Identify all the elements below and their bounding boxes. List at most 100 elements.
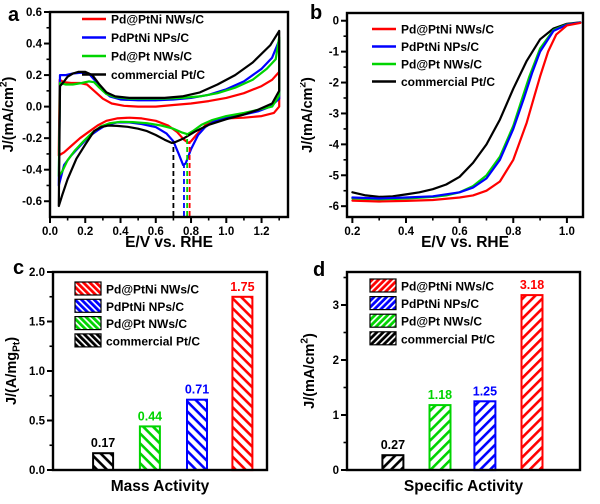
panel-d-chart: 0.27 1.18 1.25 3.18 0 1 2 3 Specific Activity J/(…	[300, 270, 582, 495]
panel-d: d 0.27 1.18 1.25 3.18 0 1 2 3 Specific Activity J…	[300, 252, 600, 504]
y-tick-label: -2	[329, 78, 339, 90]
bar	[186, 398, 208, 471]
x-axis-title: E/V vs. RHE	[421, 234, 509, 251]
x-tick-label: 0.8	[183, 226, 200, 238]
legend-label: PdPtNi NPs/C	[401, 40, 479, 54]
y-tick-label: -3	[329, 108, 339, 120]
x-axis-title: Mass Activity	[111, 478, 210, 495]
bar	[231, 295, 254, 472]
y-tick-label: 3	[333, 300, 339, 312]
panel-a-letter: a	[8, 4, 20, 26]
y-tick-label: 0.0	[26, 102, 42, 114]
legend-label: PdPtNi NPs/C	[106, 300, 184, 314]
y-tick-label: -4	[329, 139, 340, 151]
legend-label: commercial Pt/C	[401, 75, 495, 89]
y-tick-label: 1.0	[29, 366, 45, 378]
bar-value-label: 1.18	[428, 388, 452, 402]
y-axis-title: J/(mA/cm2)	[300, 333, 318, 409]
bar-value-label: 1.75	[230, 280, 254, 294]
legend-label: PdPtNi NPs/C	[111, 31, 189, 45]
panel-b-chart: 0.2 0.4 0.6 0.8 1.0 0 -1 -2 -3 -4 -5 -6 E/V vs. RHE J…	[300, 11, 585, 251]
x-tick-label: 1.2	[254, 226, 270, 238]
y-tick-label: 1	[333, 410, 340, 422]
legend-hatch-swatch	[369, 331, 397, 346]
x-tick-label: 0.8	[505, 226, 522, 238]
legend-hatch-swatch	[74, 298, 102, 313]
legend-label: Pd@PtNi NWs/C	[111, 13, 204, 27]
series-pd-ptni-nws-c	[57, 70, 281, 157]
x-tick-label: 1.0	[559, 226, 575, 238]
axis-box	[48, 10, 290, 219]
y-tick-label: 2	[333, 355, 339, 367]
x-tick-label: 1.0	[218, 226, 234, 238]
panel-a-chart: 0.0 0.2 0.4 0.6 0.8 1.0 1.2 -0.6 -0.4 -0.2 0.0 0.2 0…	[0, 7, 290, 251]
panel-c-letter: c	[13, 257, 25, 279]
y-tick-label: 0	[333, 16, 339, 28]
series-pd-pt-nws-c	[57, 36, 281, 178]
series-pdptni-nps-c	[351, 21, 582, 200]
y-tick-label: -0.4	[22, 165, 42, 177]
x-tick-label: 0.4	[113, 226, 130, 238]
y-tick-label: 0.5	[29, 416, 46, 428]
panel-d-letter: d	[313, 259, 326, 281]
y-tick-label: 0.2	[26, 70, 42, 82]
y-tick-label: 0.6	[26, 7, 42, 19]
legend-label: commercial Pt/C	[106, 334, 200, 348]
x-tick-label: 0.2	[344, 226, 360, 238]
legend-hatch-swatch	[74, 315, 102, 331]
panel-b: b 0.2 0.4 0.6 0.8 1.0 0 -1 -2 -3 -4 -5 -6 E/V vs. RH…	[300, 0, 600, 252]
x-axis-title: Specific Activity	[404, 478, 524, 495]
bar-value-label: 0.44	[138, 409, 162, 423]
legend-label: Pd@Pt NWs/C	[111, 50, 192, 64]
y-tick-label: -0.2	[22, 133, 42, 145]
y-tick-label: 1.5	[29, 317, 46, 329]
bar	[92, 452, 115, 471]
legend-label: commercial Pt/C	[111, 68, 205, 82]
bar-value-label: 0.17	[91, 436, 115, 450]
bar-value-label: 1.25	[473, 384, 497, 398]
y-tick-label: -6	[329, 201, 339, 213]
x-axis-title: E/V vs. RHE	[125, 234, 213, 251]
y-tick-label: -1	[329, 47, 340, 59]
x-tick-label: 0.6	[148, 226, 164, 238]
legend-label: Pd@PtNi NWs/C	[106, 283, 199, 297]
bar	[428, 404, 452, 472]
series-commercial-pt-c	[351, 21, 582, 198]
bar-value-label: 0.71	[185, 383, 209, 397]
legend-label: Pd@Pt NWs/C	[106, 317, 187, 331]
legend-label: Pd@PtNi NWs/C	[401, 280, 494, 294]
axis-box	[345, 270, 582, 472]
axis-box	[345, 11, 585, 219]
panel-c: c 0.17 0.44 0.71 1.75 0.0 0.5 1.0 1.5 2.0 Mass Ac…	[0, 252, 300, 504]
bar	[138, 425, 161, 471]
y-tick-label: -5	[329, 170, 340, 182]
legend-label: commercial Pt/C	[401, 332, 495, 346]
series-commercial-pt-c	[57, 29, 281, 208]
y-tick-label: 2.0	[29, 267, 45, 279]
legend-label: Pd@Pt NWs/C	[401, 315, 482, 329]
bar-value-label: 0.27	[381, 438, 405, 452]
legend-hatch-swatch	[369, 313, 397, 328]
y-axis-title: J/(mA/cm2)	[0, 76, 17, 152]
bar	[473, 400, 497, 472]
panel-a: a 0.0 0.2 0.4 0.6 0.8 1.0 1.2 -0.6 -0.4 -0.2 0.0 0.…	[0, 0, 300, 252]
x-tick-label: 0.0	[42, 226, 58, 238]
legend-hatch-swatch	[369, 295, 397, 311]
legend-label: Pd@PtNi NWs/C	[401, 23, 494, 37]
legend-hatch-swatch	[369, 278, 397, 293]
panel-b-letter: b	[310, 2, 323, 24]
series-pd-ptni-nws-c	[351, 21, 582, 203]
y-tick-label: 0.0	[29, 465, 45, 477]
y-axis-title: J/(mA/cm2)	[300, 77, 316, 153]
x-tick-label: 0.6	[452, 226, 468, 238]
bar	[381, 454, 405, 471]
y-tick-label: -0.6	[22, 196, 42, 208]
legend-label: Pd@Pt NWs/C	[401, 58, 482, 72]
y-tick-label: 0.4	[26, 39, 43, 51]
x-tick-label: 0.2	[77, 226, 93, 238]
panel-c-chart: 0.17 0.44 0.71 1.75 0.0 0.5 1.0 1.5 2.0 Mass Acti…	[4, 267, 269, 495]
x-tick-label: 0.4	[398, 226, 415, 238]
bar	[520, 294, 544, 471]
y-tick-label: 0	[333, 465, 339, 477]
